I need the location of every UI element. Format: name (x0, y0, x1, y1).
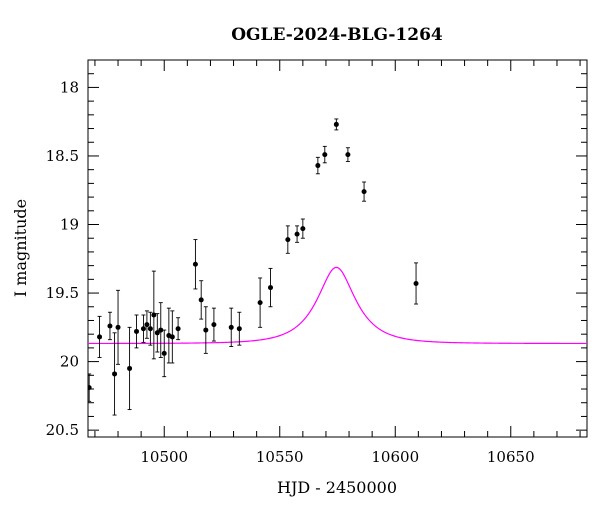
data-point (107, 311, 113, 341)
x-tick-label: 10600 (371, 448, 419, 466)
x-tick-label: 10550 (256, 448, 304, 466)
data-point (285, 225, 291, 254)
data-point (413, 262, 419, 305)
data-point (175, 317, 181, 341)
chart-title: OGLE-2024-BLG-1264 (231, 25, 443, 45)
data-point (268, 267, 274, 308)
data-point (144, 310, 150, 339)
data-point (228, 307, 234, 347)
y-tick-label: 18 (60, 78, 79, 96)
axis-ticks (88, 60, 587, 437)
data-point (300, 218, 306, 239)
plot-frame (87, 59, 588, 438)
model-curve (88, 266, 587, 345)
data-point (322, 145, 328, 164)
y-tick-label: 18.5 (46, 147, 79, 165)
y-tick-label: 19 (60, 216, 79, 234)
data-point (345, 147, 351, 162)
data-point (333, 118, 339, 131)
data-point (140, 314, 146, 343)
data-point (134, 314, 140, 349)
data-point (203, 306, 209, 354)
tick-labels: 10500 10550 10600 10650 18 18.5 19 19.5 20 20.5 (46, 78, 535, 466)
data-point (97, 315, 103, 358)
y-axis-label: I magnitude (11, 199, 30, 297)
y-tick-label: 19.5 (46, 284, 79, 302)
data-point (236, 311, 242, 346)
y-tick-label: 20.5 (46, 421, 79, 439)
y-tick-label: 20 (60, 353, 79, 371)
data-point (169, 310, 175, 364)
data-points (88, 118, 419, 416)
data-point (115, 289, 121, 365)
data-point (211, 307, 217, 342)
data-point (88, 373, 92, 402)
data-point (127, 326, 133, 411)
data-point (192, 239, 198, 290)
data-point (198, 280, 204, 320)
data-point (257, 277, 263, 328)
x-tick-label: 10650 (487, 448, 535, 466)
data-point (294, 225, 300, 243)
data-point (147, 311, 153, 346)
data-point (154, 313, 160, 353)
data-point (315, 156, 321, 175)
data-point (112, 332, 118, 416)
data-point (151, 270, 157, 360)
data-point (158, 302, 164, 358)
x-axis-label: HJD - 2450000 (277, 478, 397, 497)
data-point (361, 181, 367, 202)
x-tick-label: 10500 (140, 448, 188, 466)
data-point (161, 329, 167, 378)
